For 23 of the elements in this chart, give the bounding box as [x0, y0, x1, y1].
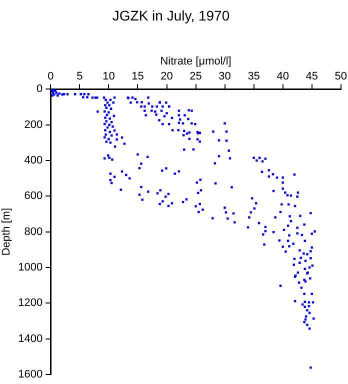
x-tick-label: 35	[248, 70, 260, 83]
x-tick-label: 40	[276, 70, 289, 83]
x-tick-label: 50	[334, 70, 348, 83]
x-tick-label: 45	[306, 70, 318, 83]
x-tick-label: 5	[76, 70, 83, 83]
x-tick-label: 25	[190, 70, 202, 83]
y-tick-label: 1400	[18, 332, 43, 345]
y-tick-label: 400	[24, 154, 43, 167]
x-tick-label: 15	[132, 70, 144, 83]
x-tick-label: 20	[160, 70, 173, 83]
y-tick-label: 600	[24, 190, 43, 202]
y-tick-label: 1200	[18, 297, 43, 310]
y-tick-label: 1000	[18, 261, 43, 274]
x-axis-title: Nitrate [μmol/l]	[160, 55, 232, 68]
x-tick-label: 30	[218, 70, 231, 83]
y-axis-title: Depth [m]	[0, 208, 13, 256]
x-tick-label: 10	[102, 70, 115, 83]
y-tick-label: 800	[24, 226, 43, 238]
y-tick-label: 0	[36, 83, 43, 96]
chart-title: JGZK in July, 1970	[112, 7, 230, 24]
x-tick-label: 0	[48, 70, 54, 83]
y-tick-label: 200	[24, 118, 43, 131]
y-tick-label: 1600	[18, 368, 43, 380]
